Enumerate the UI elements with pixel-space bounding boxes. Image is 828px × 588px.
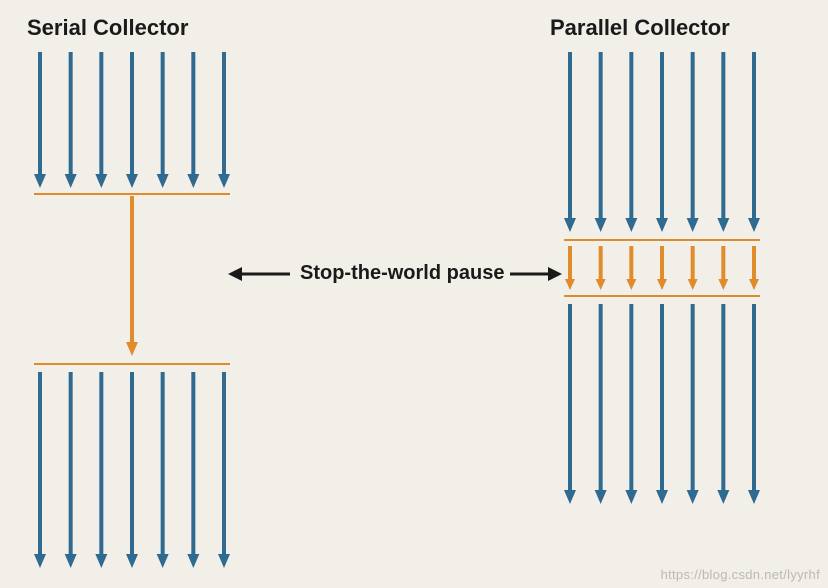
diagram-canvas	[0, 0, 828, 588]
parallel-title: Parallel Collector	[550, 15, 730, 41]
stw-label: Stop-the-world pause	[300, 262, 504, 285]
watermark: https://blog.csdn.net/lyyrhf	[661, 567, 820, 582]
serial-title: Serial Collector	[27, 15, 188, 41]
